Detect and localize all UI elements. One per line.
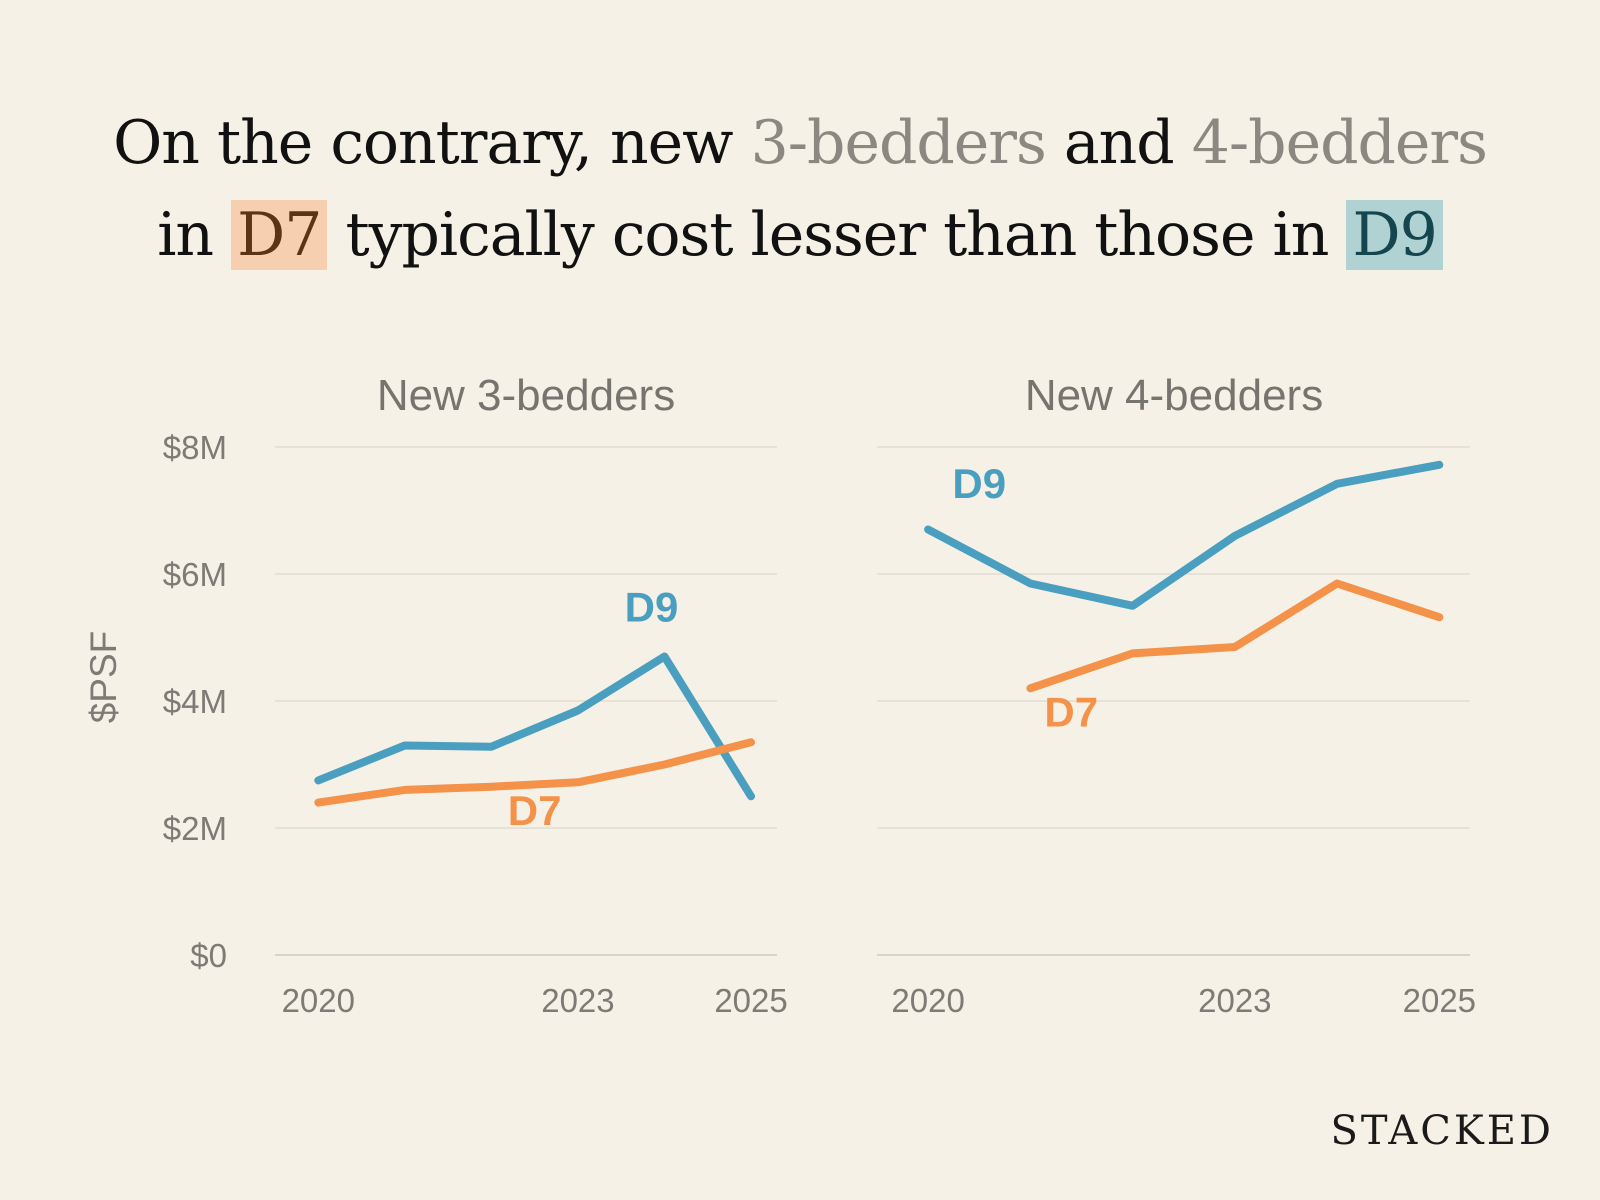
chart2-series-d9-point [1334, 481, 1340, 487]
chart1-y-tick-label: $6M [163, 556, 227, 593]
chart1-series-d7-point [315, 800, 321, 806]
chart2-title: New 4-bedders [1025, 371, 1323, 420]
chart1-series-d9-label: D9 [625, 584, 679, 631]
chart2-series-d9-point [1130, 603, 1136, 609]
headline-text: On the contrary, new [113, 108, 751, 178]
chart1-y-tick-label: $0 [190, 937, 227, 974]
chart2-series-d7-point [1334, 581, 1340, 587]
chart1-x-tick-label: 2023 [541, 982, 614, 1019]
chart2-series-d7-point [1027, 685, 1033, 691]
chart1-series-d9-point [402, 742, 408, 748]
chart2-series-d7-point [1232, 644, 1238, 650]
brand-logo: STACKED [1330, 1108, 1554, 1154]
headline-line-1: On the contrary, new 3-bedders and 4-bed… [0, 108, 1600, 178]
chart2-series-d9-label: D9 [952, 460, 1006, 507]
chart1-y-axis-label: $PSF [83, 631, 124, 724]
chart1-series-d7-point [488, 784, 494, 790]
chart2-series-d7-point [1436, 614, 1442, 620]
chart1-series-d7-point [575, 779, 581, 785]
chart1-series-d9-point [748, 793, 754, 799]
chart1-y-tick-label: $4M [163, 683, 227, 720]
chart1-series-d9-point [661, 654, 667, 660]
chart1-x-tick-label: 2025 [714, 982, 787, 1019]
chart1-series-d7-point [748, 739, 754, 745]
chart2-series-d9-point [1232, 533, 1238, 539]
chart2-series-d9-line [924, 460, 1444, 610]
chart1-series-d7-label: D7 [508, 787, 562, 834]
headline-4-bedders: 4-bedders [1191, 108, 1488, 178]
chart1-series-d9-line [314, 652, 755, 801]
chart2-series-d7-label: D7 [1044, 688, 1098, 735]
headline-line-2: in D7 typically cost lesser than those i… [0, 200, 1600, 270]
chart2-series-d9-point [1436, 462, 1442, 468]
chart1-y-tick-label: $2M [163, 810, 227, 847]
chart2-x-tick-label: 2020 [891, 982, 964, 1019]
headline-text: typically cost lesser than those in [327, 200, 1347, 270]
chart1-title: New 3-bedders [377, 371, 675, 420]
chart1-series-d9-point [575, 708, 581, 714]
headline-d9-highlight: D9 [1346, 200, 1443, 270]
headline-text: in [157, 200, 232, 270]
chart2-x-tick-label: 2025 [1403, 982, 1476, 1019]
chart2-series-d7-point [1130, 650, 1136, 656]
chart1-x-tick-label: 2020 [282, 982, 355, 1019]
chart2-x-tick-label: 2023 [1198, 982, 1271, 1019]
headline-d7-highlight: D7 [231, 200, 328, 270]
chart1-series-d9-point [315, 777, 321, 783]
chart1-y-tick-label: $8M [163, 429, 227, 466]
chart2-series-d9-point [925, 527, 931, 533]
chart2-series-d9-point [1027, 581, 1033, 587]
chart1-series-d9-point [488, 744, 494, 750]
headline-text: and [1045, 108, 1192, 178]
chart1-series-d7-point [661, 762, 667, 767]
headline-3-bedders: 3-bedders [750, 108, 1047, 178]
chart1-series-d7-line [314, 738, 755, 807]
chart1-series-d7-point [402, 787, 408, 793]
